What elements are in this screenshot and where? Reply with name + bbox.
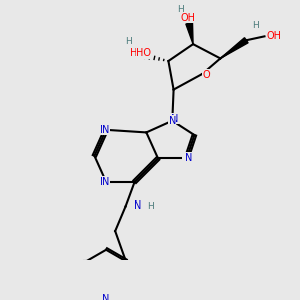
Text: H: H	[147, 202, 154, 211]
Text: HO: HO	[130, 48, 145, 58]
Text: N: N	[185, 153, 192, 163]
Text: H: H	[125, 37, 131, 46]
Polygon shape	[220, 38, 248, 58]
Text: N: N	[102, 294, 110, 300]
Text: H: H	[146, 201, 152, 210]
Text: N: N	[183, 155, 190, 165]
Text: OH: OH	[180, 13, 195, 23]
Text: N: N	[134, 200, 141, 210]
Text: H: H	[177, 4, 184, 14]
Text: OH: OH	[266, 32, 281, 41]
Text: N: N	[100, 177, 108, 187]
Text: N: N	[102, 177, 110, 187]
Text: HO: HO	[136, 48, 151, 58]
Text: N: N	[169, 116, 176, 126]
Text: O: O	[202, 69, 210, 79]
Text: OH: OH	[182, 12, 197, 22]
Text: H: H	[252, 22, 259, 31]
Text: N: N	[134, 201, 141, 212]
Text: O: O	[202, 70, 210, 80]
Text: N: N	[102, 125, 110, 135]
Text: N: N	[100, 125, 107, 135]
Polygon shape	[186, 23, 193, 44]
Text: N: N	[171, 114, 178, 124]
